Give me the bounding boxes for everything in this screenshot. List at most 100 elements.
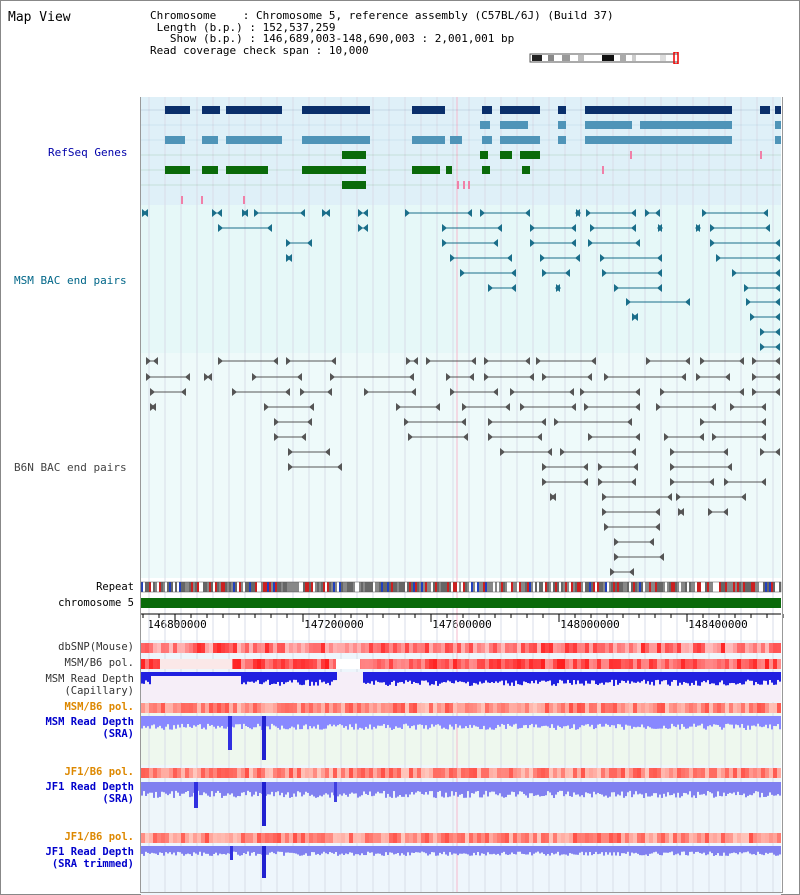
depth-bar [475, 782, 477, 792]
repeat-block [613, 582, 615, 592]
depth-bar [183, 672, 185, 676]
depth-bar [715, 782, 717, 797]
track-label-msm-bac[interactable]: MSM BAC end pairs [14, 274, 127, 287]
heat-cell [281, 703, 285, 713]
depth-bar [389, 716, 391, 728]
depth-bar [385, 716, 387, 729]
heat-cell [533, 659, 537, 669]
track-label-refseq[interactable]: RefSeq Genes [48, 146, 128, 159]
chromosome-ideogram[interactable] [528, 52, 683, 64]
heat-cell [657, 768, 661, 778]
repeat-block [763, 582, 765, 592]
depth-bar [671, 672, 673, 682]
depth-bar [415, 672, 417, 683]
depth-bar [301, 716, 303, 730]
heat-cell [533, 768, 537, 778]
depth-bar [709, 846, 711, 852]
heat-cell [405, 659, 409, 669]
depth-bar [435, 672, 437, 681]
depth-bar [299, 672, 301, 685]
depth-bar [713, 782, 715, 798]
heat-cell [241, 643, 245, 653]
heat-cell [429, 659, 433, 669]
depth-bar [197, 716, 199, 725]
gene-exon [226, 166, 268, 174]
repeat-block [503, 582, 505, 592]
repeat-block [357, 582, 359, 592]
depth-bar [241, 782, 243, 793]
depth-bar [609, 782, 611, 797]
heat-cell [233, 659, 237, 669]
heat-cell [381, 659, 385, 669]
heat-cell [601, 768, 605, 778]
gene-exon [500, 106, 540, 114]
heat-cell [477, 703, 481, 713]
depth-bar [669, 782, 671, 796]
depth-bar [705, 846, 707, 856]
repeat-block [143, 582, 145, 592]
depth-bar [707, 672, 709, 681]
heat-cell [761, 703, 765, 713]
heat-cell [317, 703, 321, 713]
heat-cell [225, 768, 229, 778]
depth-bar [237, 716, 239, 725]
depth-bar [367, 846, 369, 852]
msm-bac-pair-end [212, 209, 217, 217]
heat-cell [697, 659, 701, 669]
depth-bar [639, 716, 641, 728]
depth-bar [245, 782, 247, 796]
heat-cell [749, 768, 753, 778]
b6n-bac-pair-end [151, 403, 156, 411]
heat-cell [189, 643, 193, 653]
heat-cell [193, 833, 197, 843]
heat-cell [741, 703, 745, 713]
depth-bar [597, 782, 599, 793]
depth-bar [249, 782, 251, 793]
repeat-block [707, 582, 709, 592]
depth-bar [279, 846, 281, 852]
depth-bar [301, 672, 303, 686]
depth-bar [753, 782, 755, 794]
repeat-block [225, 582, 227, 592]
b6n-bac-pair-end [488, 433, 493, 441]
heat-cell [493, 659, 497, 669]
repeat-block [587, 582, 589, 592]
depth-bar [605, 716, 607, 724]
heat-cell [693, 833, 697, 843]
heat-cell [217, 643, 221, 653]
heat-cell [397, 643, 401, 653]
msm-bac-pair-end [322, 209, 327, 217]
depth-bar [655, 672, 657, 681]
heat-cell [201, 643, 205, 653]
depth-bar [523, 672, 525, 682]
heat-cell [709, 659, 713, 669]
msm-bac-pair-end [775, 254, 780, 262]
heat-cell [701, 768, 705, 778]
heat-cell [537, 703, 541, 713]
repeat-block [701, 582, 703, 592]
heat-cell [273, 659, 277, 669]
repeat-block [387, 582, 389, 592]
depth-bar [515, 846, 517, 855]
depth-bar [273, 672, 275, 684]
heat-cell [529, 833, 533, 843]
heat-cell [337, 643, 341, 653]
gene-exon [202, 106, 220, 114]
heat-cell [637, 703, 641, 713]
depth-bar [295, 782, 297, 797]
depth-bar [363, 846, 365, 856]
depth-bar [177, 782, 179, 793]
depth-bar [459, 846, 461, 854]
repeat-block [479, 582, 481, 592]
heat-cell [709, 833, 713, 843]
repeat-block [555, 582, 557, 592]
heat-cell [429, 833, 433, 843]
heat-cell [349, 768, 353, 778]
depth-bar [305, 846, 307, 854]
depth-bar [603, 716, 605, 727]
track-label-b6n-bac[interactable]: B6N BAC end pairs [14, 461, 127, 474]
b6n-bac-pair-end [656, 403, 661, 411]
heat-cell [749, 659, 753, 669]
depth-bar [501, 672, 503, 681]
